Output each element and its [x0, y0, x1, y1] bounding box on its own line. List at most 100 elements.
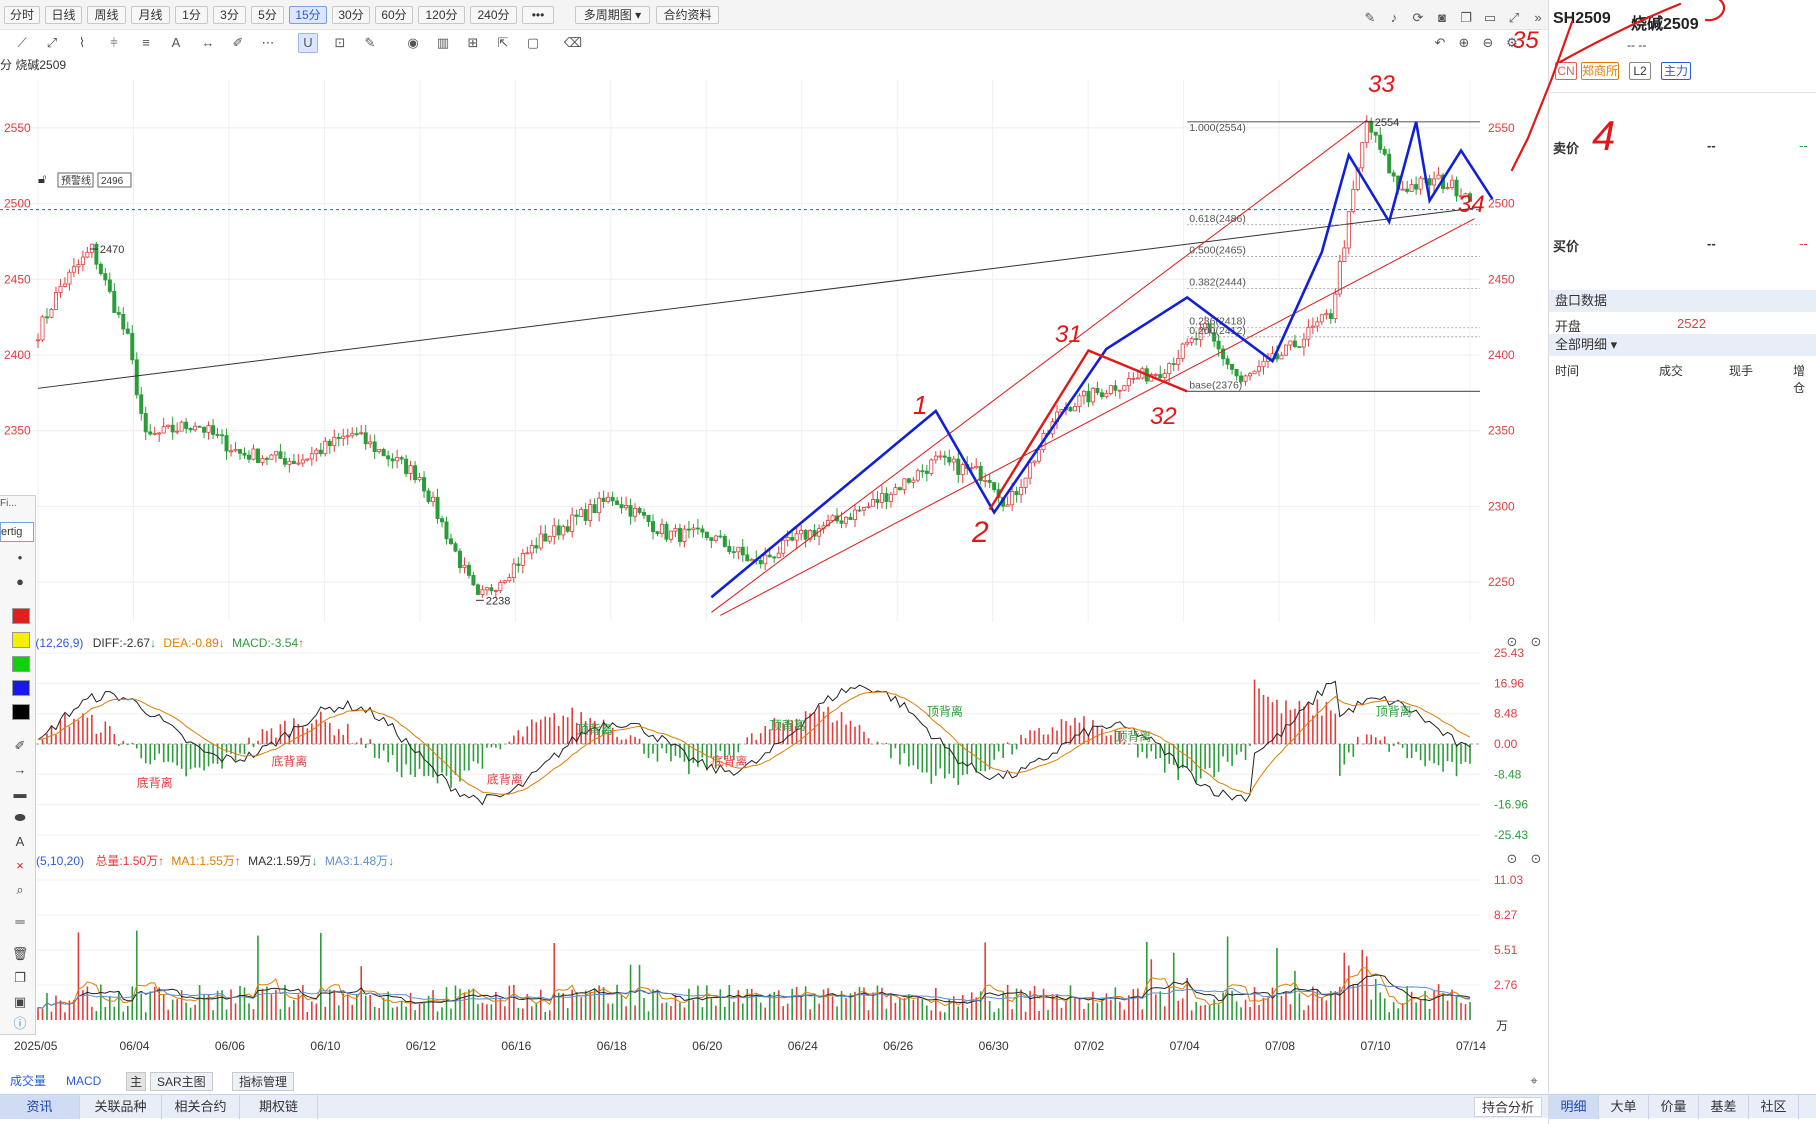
- line-tool-icon[interactable]: ⟋: [17, 35, 27, 50]
- period-60min-button[interactable]: 60分: [375, 6, 413, 24]
- pen-icon[interactable]: ✎: [1364, 10, 1376, 25]
- fib-tool-icon[interactable]: ≡: [142, 35, 150, 50]
- volume-chart[interactable]: 11.03 8.27 5.51 2.76 万 2025/05 06/04 06/06 06/10…: [0, 866, 1548, 1072]
- edit-draw-icon[interactable]: ✎: [364, 35, 376, 50]
- info-icon[interactable]: ⓘ: [13, 1016, 27, 1031]
- copy-icon[interactable]: ❐: [1460, 10, 1472, 25]
- candle: [71, 266, 76, 273]
- period-120min-button[interactable]: 120分: [418, 6, 465, 24]
- eraser-icon[interactable]: ✐: [14, 738, 26, 753]
- tab-price-volume[interactable]: 价量: [1649, 1095, 1699, 1119]
- collapse-panel-icon[interactable]: »: [1534, 10, 1542, 25]
- period-1min-button[interactable]: 1分: [175, 6, 208, 24]
- candle: [175, 430, 180, 433]
- swatch-red[interactable]: [12, 608, 30, 624]
- macd-chart[interactable]: 25.4316.968.480.00-8.48-16.96-25.43底背离底背…: [0, 634, 1548, 844]
- multi-period-dropdown[interactable]: 多周期图 ▾: [575, 6, 650, 24]
- contract-info-button[interactable]: 合约资料: [656, 6, 719, 24]
- trash-icon[interactable]: 🗑︎: [11, 946, 29, 961]
- tab-option-chain[interactable]: 期权链: [240, 1095, 318, 1119]
- dot-small-icon[interactable]: •: [17, 550, 23, 565]
- bell-icon[interactable]: ♪: [1390, 10, 1398, 25]
- dash-icon[interactable]: ═: [15, 914, 25, 929]
- lock-icon[interactable]: 🔓︎: [38, 171, 46, 186]
- tab-community[interactable]: 社区: [1749, 1095, 1799, 1119]
- candle: [1113, 385, 1118, 391]
- period-15min-button[interactable]: 15分: [289, 6, 327, 24]
- ellipse-icon[interactable]: ⬬: [14, 810, 26, 825]
- screen-icon[interactable]: ▭: [1483, 10, 1497, 25]
- brush-tool-icon[interactable]: ✐: [232, 35, 244, 50]
- tab-related-contracts[interactable]: 相关合约: [162, 1095, 240, 1119]
- tab-related-varieties[interactable]: 关联品种: [80, 1095, 162, 1119]
- more-tools-icon[interactable]: ⋯: [261, 35, 275, 50]
- volume-settings-icon[interactable]: ⊙: [1506, 851, 1518, 866]
- indicator-manage-button[interactable]: 指标管理: [232, 1072, 295, 1091]
- arrow-right-icon[interactable]: →: [13, 762, 27, 777]
- trash-icon[interactable]: ▥: [436, 35, 450, 50]
- dot-large-icon[interactable]: ●: [16, 574, 24, 589]
- refresh-icon[interactable]: ⟳: [1412, 10, 1424, 25]
- undo-icon[interactable]: ↶: [1434, 35, 1446, 50]
- swatch-blue[interactable]: [12, 680, 30, 696]
- eraser-icon[interactable]: ⌫: [563, 35, 583, 50]
- tab-news[interactable]: 资讯: [0, 1095, 80, 1119]
- indicator-volume-tab[interactable]: 成交量: [10, 1074, 47, 1088]
- alert-line[interactable]: 🔓︎ 预警线 2496: [38, 171, 132, 188]
- location-icon[interactable]: ⌖: [1530, 1073, 1538, 1088]
- delete-icon[interactable]: ×: [16, 858, 24, 873]
- tab-basis[interactable]: 基差: [1699, 1095, 1749, 1119]
- lock-draw-icon[interactable]: ⊡: [334, 35, 346, 50]
- ray-tool-icon[interactable]: ⤢: [46, 35, 58, 50]
- polyline-tool-icon[interactable]: ⌇: [78, 35, 86, 50]
- rectangle-icon[interactable]: ▬: [13, 786, 27, 801]
- period-daily-button[interactable]: 日线: [45, 6, 82, 24]
- text-tool-icon[interactable]: A: [171, 35, 181, 50]
- eye-icon[interactable]: ◉: [407, 35, 419, 50]
- indicator-close-icon[interactable]: ⊙: [1530, 634, 1542, 649]
- swatch-yellow[interactable]: [12, 632, 30, 648]
- period-weekly-button[interactable]: 周线: [87, 6, 126, 24]
- copy-icon[interactable]: ❐: [14, 970, 26, 985]
- main-indicator-icon[interactable]: 主: [126, 1072, 147, 1091]
- more-periods-button[interactable]: •••: [522, 6, 554, 24]
- chart-settings-icon[interactable]: ⚙: [1506, 35, 1518, 50]
- period-monthly-button[interactable]: 月线: [131, 6, 170, 24]
- main-indicator-sar[interactable]: SAR主图: [150, 1072, 213, 1091]
- detail-header[interactable]: 全部明细 ▾: [1549, 334, 1816, 356]
- hold-analysis-button[interactable]: 持合分析: [1474, 1097, 1542, 1117]
- volume-close-icon[interactable]: ⊙: [1530, 851, 1542, 866]
- candle: [184, 421, 189, 429]
- tab-big-order[interactable]: 大单: [1599, 1095, 1649, 1119]
- period-5min-button[interactable]: 5分: [251, 6, 284, 24]
- share-icon[interactable]: ⇱: [497, 35, 509, 50]
- zoom-icon[interactable]: ⌕: [16, 882, 24, 897]
- price-tick: 2300: [1488, 499, 1515, 513]
- magnet-icon[interactable]: U: [298, 33, 318, 53]
- layers-icon[interactable]: ⊞: [467, 35, 479, 50]
- candlestick-chart[interactable]: 1.000(2554) 0.618(2486) 0.500(2465) 0.382(2…: [0, 80, 1548, 622]
- tab-detail[interactable]: 明细: [1549, 1095, 1599, 1119]
- period-intraday-button[interactable]: 分时: [4, 6, 40, 24]
- fork-tool-icon[interactable]: ⫩: [110, 35, 118, 50]
- ask-change: --: [1799, 138, 1808, 153]
- camera-icon[interactable]: ◙: [1438, 10, 1446, 25]
- comment-icon[interactable]: ▢: [526, 35, 540, 50]
- measure-tool-icon[interactable]: ↔: [201, 35, 215, 50]
- open-value: 2522: [1677, 316, 1706, 331]
- period-240min-button[interactable]: 240分: [470, 6, 517, 24]
- detail-title: 全部明细: [1555, 337, 1608, 352]
- palette-field[interactable]: ertig: [0, 522, 34, 542]
- swatch-green[interactable]: [12, 656, 30, 672]
- indicator-macd-tab[interactable]: MACD: [66, 1074, 102, 1088]
- swatch-black[interactable]: [12, 704, 30, 720]
- period-30min-button[interactable]: 30分: [332, 6, 370, 24]
- zoom-out-icon[interactable]: ⊖: [1482, 35, 1494, 50]
- save-icon[interactable]: ▣: [13, 994, 27, 1009]
- period-3min-button[interactable]: 3分: [213, 6, 246, 24]
- indicator-settings-icon[interactable]: ⊙: [1506, 634, 1518, 649]
- zoom-in-icon[interactable]: ⊕: [1458, 35, 1470, 50]
- candle: [1342, 247, 1347, 262]
- fullscreen-icon[interactable]: ⤢: [1508, 10, 1520, 25]
- text-icon[interactable]: A: [15, 834, 25, 849]
